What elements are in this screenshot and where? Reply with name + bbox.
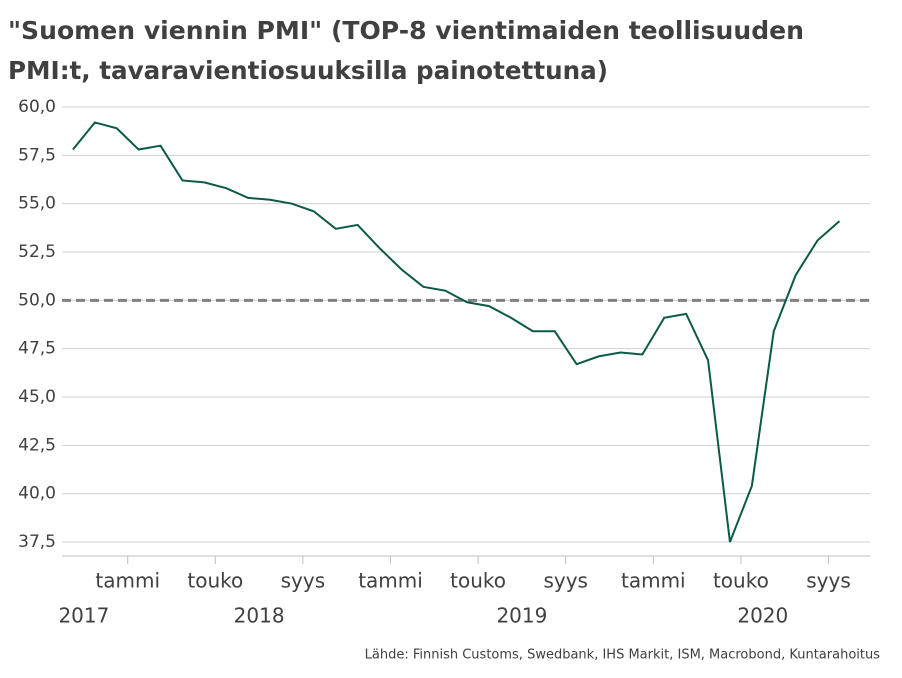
y-tick-label: 60,0	[18, 97, 56, 117]
x-tick-label: syys	[806, 569, 851, 593]
year-label: 2017	[58, 604, 109, 628]
year-label: 2020	[737, 604, 788, 628]
x-tick-label: touko	[713, 569, 769, 593]
y-tick-label: 57,5	[18, 145, 56, 165]
y-tick-label: 37,5	[18, 532, 56, 552]
y-tick-label: 47,5	[18, 339, 56, 359]
year-label: 2019	[496, 604, 547, 628]
y-tick-label: 55,0	[18, 194, 56, 214]
chart-title: PMI:t, tavaravientiosuuksilla painotettu…	[8, 56, 608, 85]
x-tick-label: syys	[543, 569, 588, 593]
x-tick-label: syys	[281, 569, 326, 593]
x-tick-label: touko	[187, 569, 243, 593]
y-tick-label: 45,0	[18, 387, 56, 407]
x-tick-label: touko	[450, 569, 506, 593]
year-label: 2018	[234, 604, 285, 628]
x-tick-label: tammi	[621, 569, 686, 593]
y-tick-label: 52,5	[18, 242, 56, 262]
y-tick-label: 42,5	[18, 435, 56, 455]
chart-title: "Suomen viennin PMI" (TOP-8 vientimaiden…	[8, 16, 804, 45]
x-tick-label: tammi	[95, 569, 160, 593]
y-tick-label: 50,0	[18, 290, 56, 310]
line	[72, 121, 841, 543]
source: Lähde: Finnish Customs, Swedbank, IHS Ma…	[365, 648, 881, 663]
x-tick-label: tammi	[358, 569, 423, 593]
y-tick-label: 40,0	[18, 484, 56, 504]
